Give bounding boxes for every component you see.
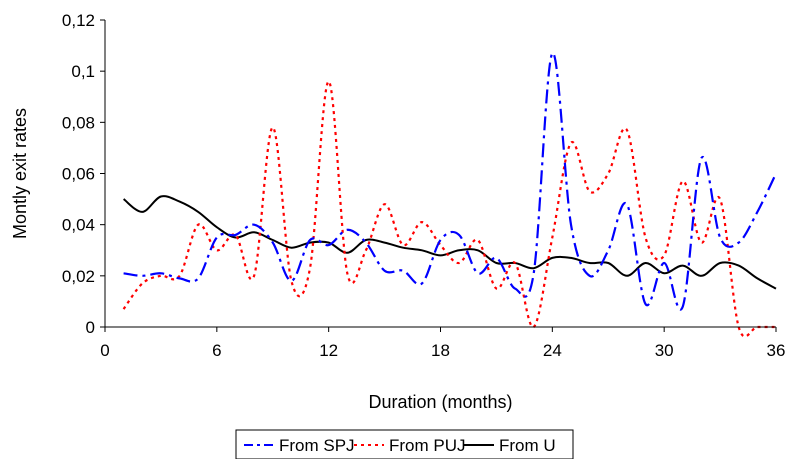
y-axis: 0 0,02 0,04 0,06 0,08 0,1 0,12 <box>62 11 106 337</box>
y-tick-label: 0 <box>86 318 95 337</box>
series-line-from-spj <box>123 52 777 311</box>
series-line-from-u <box>122 195 777 290</box>
x-tick-label: 12 <box>319 341 338 360</box>
x-tick-label: 36 <box>767 341 786 360</box>
y-tick-label: 0,06 <box>62 165 95 184</box>
legend-label-from-u: From U <box>499 436 556 455</box>
y-tick-label: 0,02 <box>62 267 95 286</box>
y-tick-label: 0,1 <box>71 62 95 81</box>
series-line-from-puj <box>122 80 776 338</box>
legend: From SPJ From PUJ From U <box>235 429 574 459</box>
legend-label-from-puj: From PUJ <box>389 436 466 455</box>
legend-label-from-spj: From SPJ <box>279 436 355 455</box>
y-tick-label: 0,04 <box>62 216 95 235</box>
x-axis-title: Duration (months) <box>368 392 512 412</box>
x-tick-label: 24 <box>543 341 562 360</box>
x-tick-label: 6 <box>212 341 221 360</box>
x-axis: 0 6 12 18 24 30 36 <box>100 326 786 360</box>
x-tick-label: 30 <box>655 341 674 360</box>
y-tick-label: 0,12 <box>62 11 95 30</box>
y-tick-label: 0,08 <box>62 113 95 132</box>
y-axis-title: Montly exit rates <box>10 108 30 239</box>
x-tick-label: 0 <box>100 341 109 360</box>
x-tick-label: 18 <box>431 341 450 360</box>
plot-area <box>122 52 777 338</box>
legend-frame <box>235 429 574 459</box>
